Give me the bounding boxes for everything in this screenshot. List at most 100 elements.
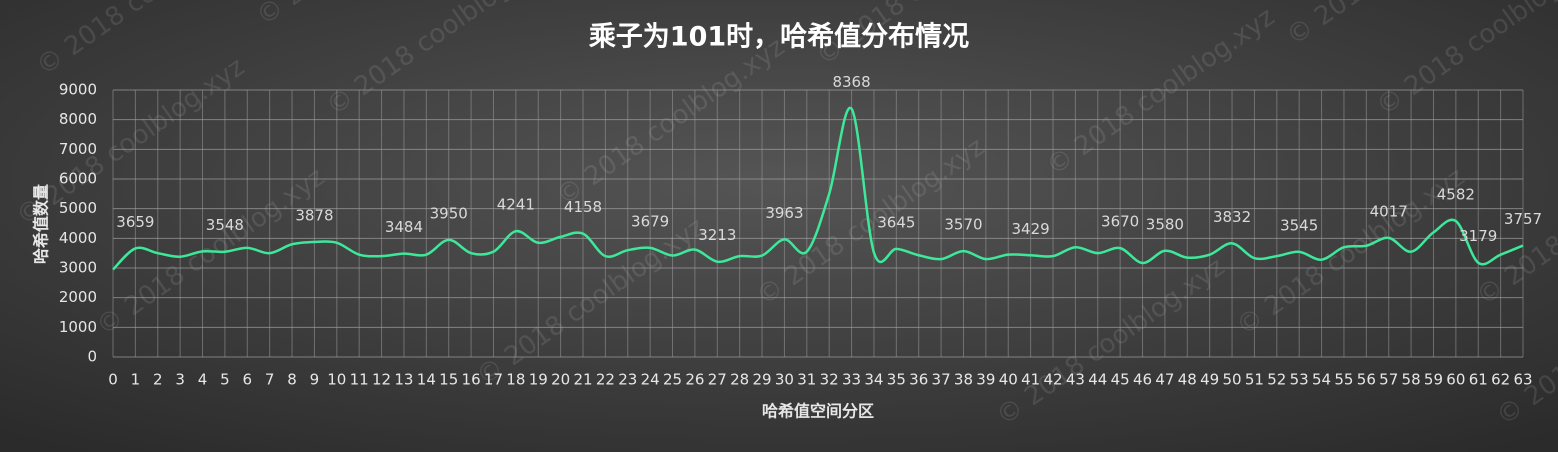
- x-tick-label: 14: [417, 371, 436, 389]
- x-tick-label: 54: [1312, 371, 1331, 389]
- value-label: 4241: [497, 196, 535, 214]
- x-tick-label: 8: [287, 371, 297, 389]
- y-tick-label: 1000: [59, 318, 97, 336]
- x-tick-label: 57: [1379, 371, 1398, 389]
- x-tick-label: 35: [887, 371, 906, 389]
- y-tick-label: 9000: [59, 81, 97, 99]
- x-tick-label: 50: [1223, 371, 1242, 389]
- x-tick-label: 63: [1513, 371, 1532, 389]
- value-label: 3580: [1146, 215, 1184, 233]
- x-tick-label: 37: [932, 371, 951, 389]
- value-label: 3878: [295, 206, 333, 224]
- x-tick-label: 44: [1088, 371, 1107, 389]
- x-tick-label: 39: [976, 371, 995, 389]
- x-tick-label: 2: [153, 371, 163, 389]
- value-label: 3670: [1101, 213, 1139, 231]
- y-axis-title: 哈希值数量: [32, 184, 51, 264]
- x-tick-label: 34: [864, 371, 883, 389]
- y-tick-label: 0: [87, 348, 97, 366]
- y-tick-label: 6000: [59, 170, 97, 188]
- value-label: 3213: [698, 226, 736, 244]
- x-tick-label: 19: [529, 371, 548, 389]
- y-tick-label: 7000: [59, 140, 97, 158]
- x-tick-label: 36: [909, 371, 928, 389]
- x-tick-label: 41: [1021, 371, 1040, 389]
- x-tick-label: 38: [954, 371, 973, 389]
- x-tick-label: 59: [1424, 371, 1443, 389]
- value-label: 3570: [944, 216, 982, 234]
- x-tick-label: 58: [1402, 371, 1421, 389]
- x-tick-label: 26: [685, 371, 704, 389]
- value-label: 3963: [765, 204, 803, 222]
- value-label: 4582: [1437, 186, 1475, 204]
- value-label: 3832: [1213, 208, 1251, 226]
- x-tick-label: 32: [820, 371, 839, 389]
- y-tick-label: 2000: [59, 288, 97, 306]
- x-tick-label: 31: [797, 371, 816, 389]
- x-tick-label: 33: [842, 371, 861, 389]
- line: [112, 106, 1524, 271]
- x-tick-label: 53: [1290, 371, 1309, 389]
- value-label: 3484: [385, 218, 423, 236]
- y-tick-label: 8000: [59, 110, 97, 128]
- value-label: 8368: [832, 73, 870, 91]
- value-label: 3548: [206, 216, 244, 234]
- value-label: 3645: [877, 213, 915, 231]
- value-label: 4017: [1370, 202, 1408, 220]
- x-tick-label: 1: [131, 371, 141, 389]
- x-tick-label: 13: [394, 371, 413, 389]
- x-tick-label: 52: [1267, 371, 1286, 389]
- x-tick-label: 24: [641, 371, 660, 389]
- x-tick-label: 5: [220, 371, 230, 389]
- value-label: 3757: [1504, 210, 1542, 228]
- x-tick-label: 17: [484, 371, 503, 389]
- value-label: 3659: [116, 213, 154, 231]
- x-tick-label: 56: [1357, 371, 1376, 389]
- x-tick-label: 9: [310, 371, 320, 389]
- x-tick-label: 45: [1111, 371, 1130, 389]
- x-tick-label: 7: [265, 371, 275, 389]
- x-tick-label: 46: [1133, 371, 1152, 389]
- x-tick-label: 23: [618, 371, 637, 389]
- x-axis-title: 哈希值空间分区: [762, 402, 874, 421]
- x-tick-label: 12: [372, 371, 391, 389]
- x-tick-label: 30: [775, 371, 794, 389]
- x-tick-label: 49: [1200, 371, 1219, 389]
- x-tick-label: 42: [1043, 371, 1062, 389]
- x-tick-label: 10: [327, 371, 346, 389]
- x-tick-label: 0: [108, 371, 118, 389]
- x-tick-label: 55: [1334, 371, 1353, 389]
- y-tick-label: 3000: [59, 259, 97, 277]
- value-label: 3950: [430, 204, 468, 222]
- x-tick-label: 3: [175, 371, 185, 389]
- x-tick-label: 62: [1491, 371, 1510, 389]
- x-tick-label: 29: [753, 371, 772, 389]
- x-tick-label: 28: [730, 371, 749, 389]
- y-tick-label: 5000: [59, 199, 97, 217]
- x-tick-label: 43: [1066, 371, 1085, 389]
- value-label: 4158: [564, 198, 602, 216]
- x-tick-label: 48: [1178, 371, 1197, 389]
- x-tick-label: 25: [663, 371, 682, 389]
- x-tick-label: 20: [551, 371, 570, 389]
- value-label: 3179: [1459, 227, 1497, 245]
- value-label: 3429: [1012, 220, 1050, 238]
- value-label: 3679: [631, 212, 669, 230]
- chart-title: 乘子为101时，哈希值分布情况: [588, 22, 969, 53]
- x-tick-label: 61: [1469, 371, 1488, 389]
- y-tick-label: 4000: [59, 229, 97, 247]
- x-tick-label: 40: [999, 371, 1018, 389]
- value-label: 3545: [1280, 216, 1318, 234]
- x-tick-label: 60: [1446, 371, 1465, 389]
- x-tick-label: 21: [573, 371, 592, 389]
- x-tick-label: 51: [1245, 371, 1264, 389]
- x-tick-label: 6: [243, 371, 253, 389]
- x-tick-label: 22: [596, 371, 615, 389]
- x-tick-label: 4: [198, 371, 208, 389]
- x-tick-label: 47: [1155, 371, 1174, 389]
- x-tick-label: 18: [506, 371, 525, 389]
- x-tick-label: 15: [439, 371, 458, 389]
- x-tick-label: 27: [708, 371, 727, 389]
